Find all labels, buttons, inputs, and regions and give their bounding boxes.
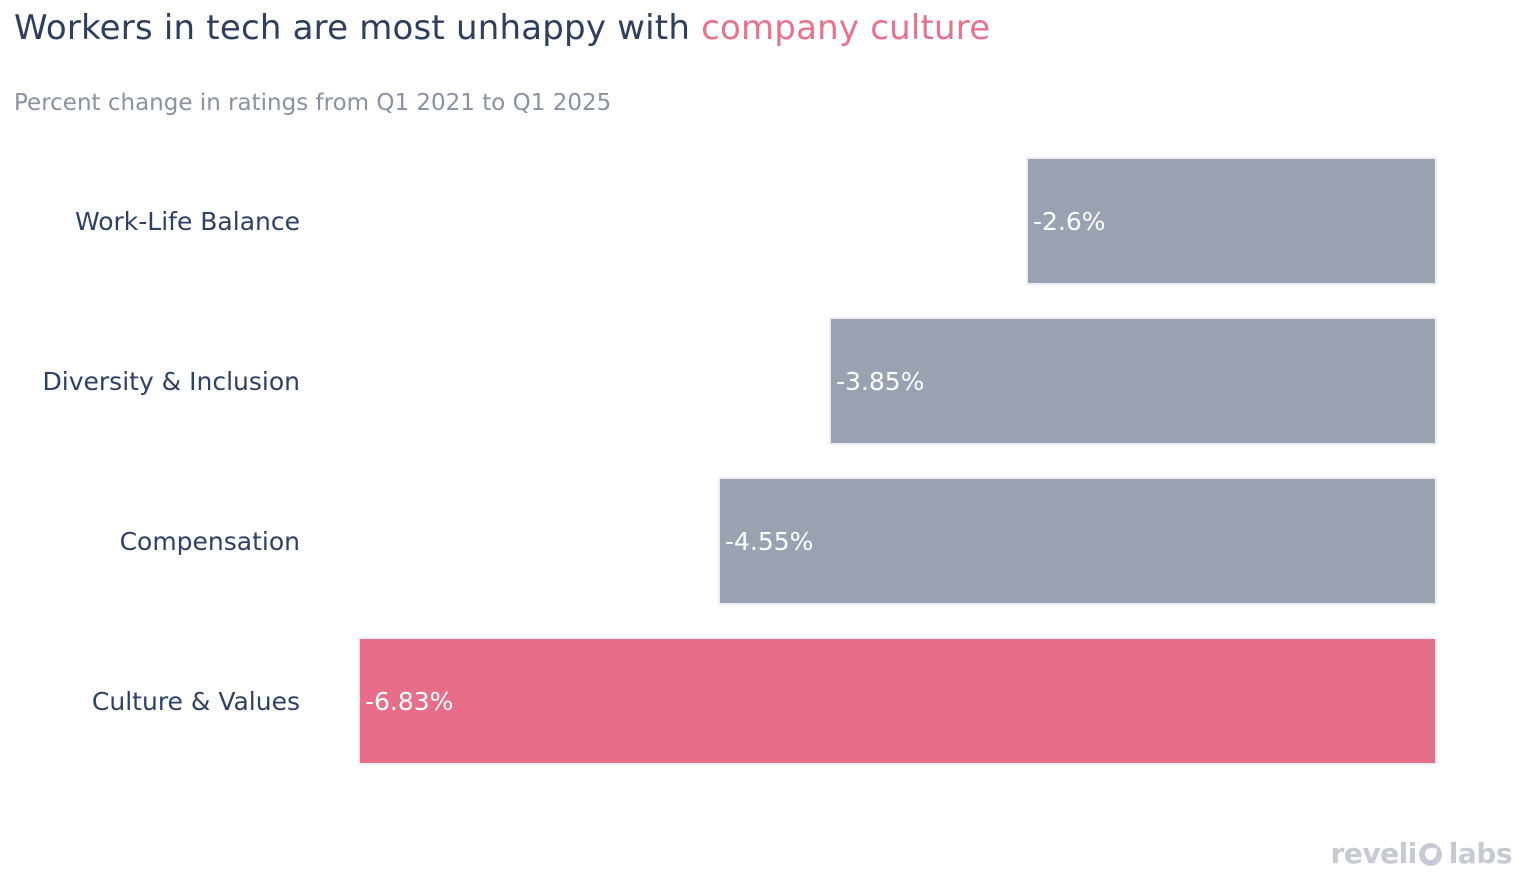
revelio-labs-logo: reveli labs <box>1330 837 1513 870</box>
category-label: Compensation <box>119 526 300 556</box>
logo-text-revelio: reveli <box>1330 837 1418 870</box>
bar-segment: -2.6% <box>1026 157 1437 285</box>
category-label: Work-Life Balance <box>74 206 300 236</box>
category-label: Culture & Values <box>91 686 300 716</box>
bar-value-label: -3.85% <box>836 366 925 396</box>
chart-subtitle: Percent change in ratings from Q1 2021 t… <box>14 90 612 116</box>
bar-highlight: -6.83% <box>358 637 1437 765</box>
bar-value-label: -2.6% <box>1033 206 1106 236</box>
page-title-main: Workers in tech are most unhappy with <box>14 8 702 48</box>
bar-segment: -3.85% <box>829 317 1437 445</box>
logo-text-labs: labs <box>1448 837 1513 870</box>
category-label: Diversity & Inclusion <box>42 366 300 396</box>
revelio-o-icon <box>1418 843 1442 866</box>
bar-value-label: -6.83% <box>365 686 454 716</box>
page-title-highlight: company culture <box>701 8 991 48</box>
page-title: Workers in tech are most unhappy with co… <box>14 8 990 48</box>
bar-value-label: -4.55% <box>725 526 814 556</box>
bar-segment: -4.55% <box>718 477 1437 605</box>
